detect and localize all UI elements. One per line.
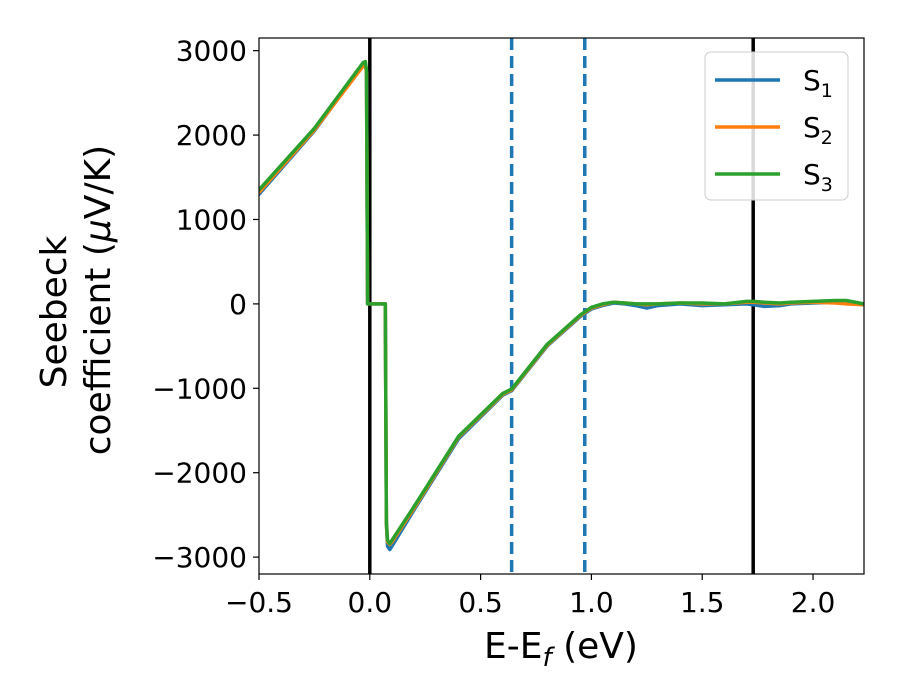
- y-tick-label: 1000: [176, 203, 247, 236]
- x-tick-label: 0.0: [348, 586, 393, 619]
- y-tick-label: 2000: [176, 119, 247, 152]
- x-axis-label-unit: (eV): [552, 626, 638, 667]
- legend-label-s2: S2: [803, 111, 833, 149]
- x-axis-label: E-Ef (eV): [484, 626, 638, 673]
- x-tick-label: 1.5: [680, 586, 725, 619]
- y-axis-label-coefficient: coefficient (: [78, 242, 119, 455]
- x-tick-label: 0.5: [458, 586, 503, 619]
- y-tick-label: 3000: [176, 35, 247, 68]
- y-axis-label-mu: μ: [78, 219, 119, 243]
- y-axis-label-line2: coefficient (μV/K): [78, 145, 119, 455]
- legend-label-s1: S1: [803, 64, 833, 102]
- x-tick-label: −0.5: [225, 586, 293, 619]
- legend: S1 S2 S3: [704, 51, 849, 201]
- y-tick-label: −3000: [152, 541, 247, 574]
- y-tick-label: −1000: [152, 372, 247, 405]
- plot-frame: [258, 37, 865, 575]
- x-tick-label: 1.0: [569, 586, 614, 619]
- series-line-s3: [259, 59, 864, 546]
- x-tick-label: 2.0: [791, 586, 836, 619]
- y-axis-label-line1: Seebeck: [34, 235, 75, 388]
- y-axis: 3000 2000 1000 0 −1000 −2000 −3000: [152, 35, 259, 574]
- x-axis: −0.5 0.0 0.5 1.0 1.5 2.0: [225, 574, 835, 619]
- y-tick-label: 0: [229, 288, 247, 321]
- y-axis-label-unit: V/K): [78, 145, 119, 219]
- legend-label-s3: S3: [803, 158, 833, 196]
- y-tick-label: −2000: [152, 457, 247, 490]
- x-axis-label-main: E-E: [484, 626, 542, 667]
